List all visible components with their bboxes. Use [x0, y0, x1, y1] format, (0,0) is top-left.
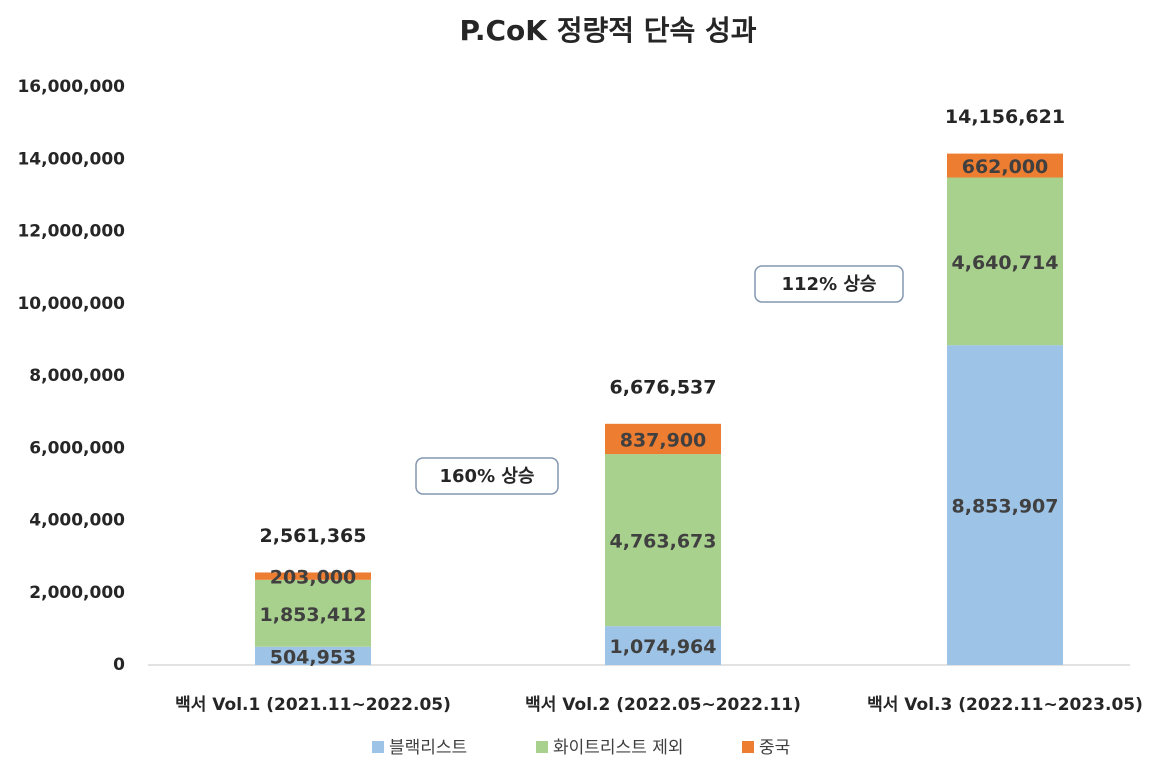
y-tick-label: 4,000,000: [29, 511, 125, 531]
bar-segment: [605, 423, 721, 455]
y-tick-label: 6,000,000: [29, 438, 125, 458]
bar-segment: [605, 454, 721, 627]
x-tick-label: 백서 Vol.1 (2021.11~2022.05): [175, 695, 451, 715]
bar-segment: [605, 626, 721, 665]
y-tick-label: 2,000,000: [29, 583, 125, 603]
bar-segment: [947, 345, 1063, 665]
bar-segment: [255, 579, 371, 647]
annotation-box: [754, 265, 904, 303]
x-tick-label: 백서 Vol.3 (2022.11~2023.05): [867, 695, 1143, 715]
total-label: 2,561,365: [260, 525, 367, 547]
bar-segment: [255, 572, 371, 580]
legend-swatch: [742, 741, 754, 753]
data-label: 504,953: [270, 646, 357, 668]
legend-swatch: [536, 741, 548, 753]
chart-title: P.CoK 정량적 단속 성과: [459, 14, 756, 47]
y-tick-label: 14,000,000: [17, 149, 125, 169]
annotation: 160% 상승: [440, 466, 535, 487]
data-label: 1,853,412: [260, 604, 367, 626]
data-label: 203,000: [270, 567, 357, 589]
data-label: 837,900: [620, 429, 707, 451]
total-label: 6,676,537: [610, 376, 717, 398]
y-tick-label: 12,000,000: [17, 222, 125, 242]
y-tick-label: 16,000,000: [17, 77, 125, 97]
legend-label: 화이트리스트 제외: [553, 738, 684, 758]
annotation-box: [415, 457, 559, 495]
y-tick-label: 10,000,000: [17, 294, 125, 314]
legend-label: 블랙리스트: [389, 738, 467, 758]
bar-segment: [947, 153, 1063, 178]
data-label: 4,640,714: [952, 252, 1059, 274]
data-label: 662,000: [962, 156, 1049, 178]
bar-segment: [255, 646, 371, 665]
annotation: 112% 상승: [782, 274, 877, 295]
data-label: 4,763,673: [610, 531, 717, 553]
x-tick-label: 백서 Vol.2 (2022.05~2022.11): [525, 695, 801, 715]
bar-segment: [947, 177, 1063, 346]
legend-swatch: [372, 741, 384, 753]
y-tick-label: 0: [113, 655, 125, 675]
legend-label: 중국: [759, 738, 790, 758]
y-tick-label: 8,000,000: [29, 366, 125, 386]
total-label: 14,156,621: [945, 106, 1065, 128]
data-label: 8,853,907: [952, 496, 1059, 518]
data-label: 1,074,964: [610, 636, 717, 658]
